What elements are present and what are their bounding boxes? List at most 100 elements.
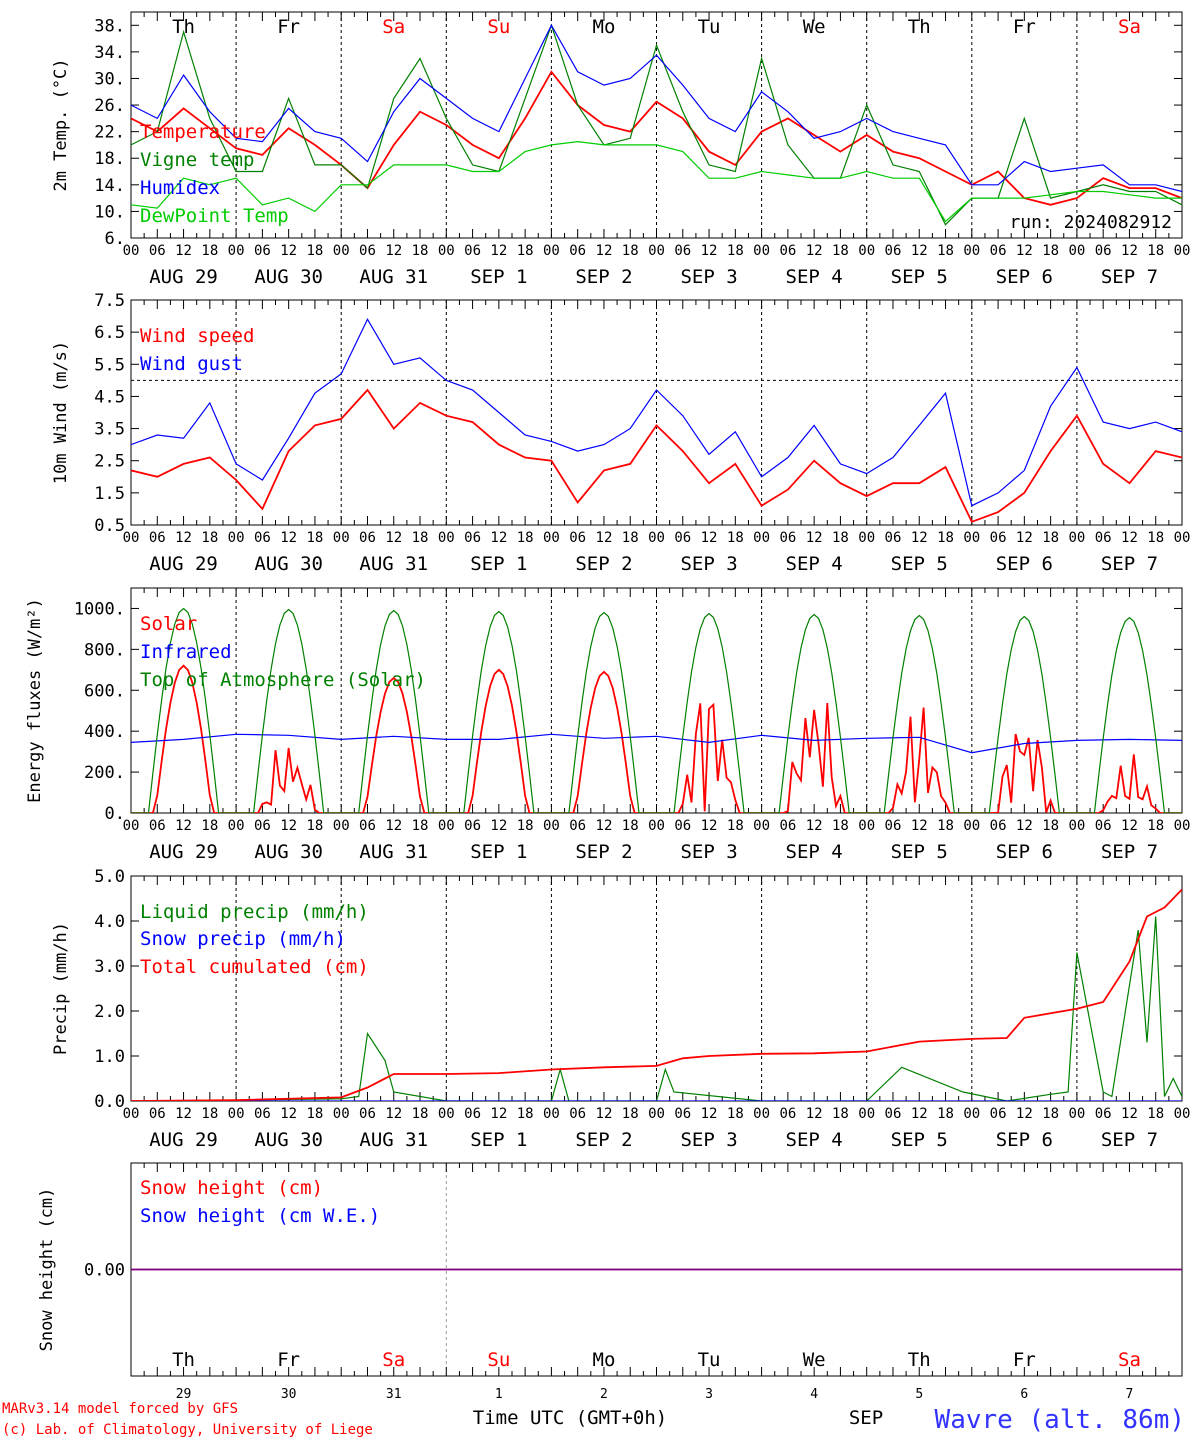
- hour-label: 18: [832, 818, 849, 834]
- hour-label: 06: [149, 818, 166, 834]
- xaxis-label: Time UTC (GMT+0h): [473, 1407, 667, 1429]
- date-label: AUG 30: [254, 553, 323, 575]
- hour-label: 18: [201, 818, 218, 834]
- hour-label: 12: [596, 243, 613, 259]
- day-name: We: [803, 16, 826, 38]
- date-label: SEP 5: [891, 841, 948, 863]
- legend-entry: Liquid precip (mm/h): [140, 901, 369, 923]
- hour-label: 06: [990, 243, 1007, 259]
- hour-label: 06: [990, 818, 1007, 834]
- hour-label: 18: [937, 1106, 954, 1122]
- panel-4: 0.0 1.0 2.0 3.0 4.0 5.0 Precip (mm/h) 00 06 12 18 0…: [51, 867, 1190, 1151]
- hour-label: 12: [1016, 1106, 1033, 1122]
- ytick-label: 4.0: [94, 912, 125, 932]
- hour-label: 00: [858, 818, 875, 834]
- day-name: We: [803, 1349, 826, 1371]
- ytick-label: 26.: [94, 96, 125, 116]
- hour-label: 12: [806, 530, 823, 546]
- hour-label: 06: [779, 243, 796, 259]
- ytick-label: 400.: [84, 722, 125, 742]
- hour-label: 12: [911, 1106, 928, 1122]
- hour-label: 00: [1068, 1106, 1085, 1122]
- ytick-label: 1.0: [94, 1047, 125, 1067]
- credit-line-2: (c) Lab. of Climatology, University of L…: [2, 1422, 373, 1438]
- hour-label: 18: [412, 818, 429, 834]
- hour-label: 12: [596, 530, 613, 546]
- hour-label: 06: [359, 530, 376, 546]
- legend-entry: Wind gust: [140, 353, 243, 375]
- hour-label: 12: [911, 243, 928, 259]
- hour-label: 12: [1121, 1106, 1138, 1122]
- hour-label: 06: [885, 530, 902, 546]
- ytick-label: 5.0: [94, 867, 125, 887]
- date-label: AUG 31: [359, 553, 428, 575]
- hour-label: 00: [1174, 1106, 1191, 1122]
- date-label: AUG 31: [359, 841, 428, 863]
- series-line: [131, 318, 1182, 507]
- hour-label: 12: [806, 818, 823, 834]
- hour-label: 06: [1095, 530, 1112, 546]
- date-label: SEP 6: [996, 841, 1053, 863]
- hour-label: 00: [858, 530, 875, 546]
- day-number: 29: [176, 1387, 192, 1402]
- date-label: SEP 4: [786, 553, 843, 575]
- legend-entry: Solar: [140, 613, 197, 635]
- hour-label: 00: [1068, 530, 1085, 546]
- date-label: AUG 29: [149, 841, 218, 863]
- legend-entry: Vigne temp: [140, 149, 254, 171]
- day-name: Th: [908, 1349, 931, 1371]
- hour-label: 06: [885, 243, 902, 259]
- legend-entry: Humidex: [140, 177, 220, 199]
- series-group: [131, 888, 1182, 1101]
- ytick-label: 6.: [105, 229, 125, 249]
- hour-label: 00: [963, 243, 980, 259]
- date-label: SEP 7: [1101, 266, 1158, 288]
- day-number: 7: [1126, 1387, 1134, 1402]
- date-label: SEP 2: [575, 553, 632, 575]
- hour-label: 06: [464, 818, 481, 834]
- hour-label: 12: [1121, 530, 1138, 546]
- date-label: SEP 7: [1101, 1129, 1158, 1151]
- month-label: SEP: [849, 1407, 883, 1429]
- hour-label: 18: [832, 1106, 849, 1122]
- hour-label: 00: [333, 243, 350, 259]
- date-label: SEP 3: [680, 553, 737, 575]
- hour-label: 00: [123, 243, 140, 259]
- hour-label: 00: [1174, 530, 1191, 546]
- hour-label: 00: [963, 818, 980, 834]
- ytick-label: 200.: [84, 763, 125, 783]
- hour-label: 18: [727, 530, 744, 546]
- hour-label: 00: [333, 818, 350, 834]
- hour-label: 18: [306, 243, 323, 259]
- hour-label: 06: [254, 243, 271, 259]
- hour-label: 12: [701, 818, 718, 834]
- plot-frame: [130, 587, 1183, 814]
- hour-label: 00: [1068, 243, 1085, 259]
- ytick-label: 34.: [94, 43, 125, 63]
- day-name: Th: [172, 1349, 195, 1371]
- hour-label: 12: [175, 818, 192, 834]
- ytick-label: 22.: [94, 123, 125, 143]
- day-name: Th: [908, 16, 931, 38]
- hour-label: 00: [648, 818, 665, 834]
- hour-label: 18: [832, 243, 849, 259]
- date-label: SEP 6: [996, 1129, 1053, 1151]
- hour-label: 06: [990, 1106, 1007, 1122]
- series-group: [131, 23, 1182, 226]
- date-label: SEP 1: [470, 841, 527, 863]
- hour-label: 18: [517, 243, 534, 259]
- hour-label: 00: [438, 1106, 455, 1122]
- ytick-label: 14.: [94, 176, 125, 196]
- hour-label: 06: [359, 243, 376, 259]
- hour-label: 18: [412, 243, 429, 259]
- hour-label: 12: [1121, 818, 1138, 834]
- hour-label: 18: [517, 530, 534, 546]
- date-label: SEP 4: [786, 841, 843, 863]
- hour-label: 18: [517, 818, 534, 834]
- hour-label: 00: [333, 1106, 350, 1122]
- hour-label: 06: [149, 1106, 166, 1122]
- date-label: SEP 2: [575, 1129, 632, 1151]
- day-number: 1: [495, 1387, 503, 1402]
- credit-line-1: MARv3.14 model forced by GFS: [2, 1401, 238, 1417]
